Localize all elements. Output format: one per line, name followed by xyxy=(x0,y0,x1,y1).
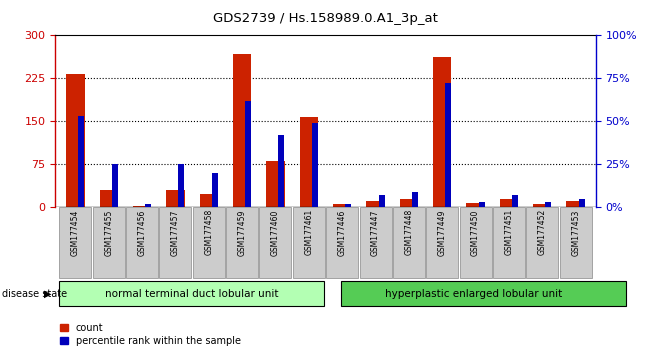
Bar xyxy=(145,204,151,207)
Bar xyxy=(126,207,158,278)
Text: hyperplastic enlarged lobular unit: hyperplastic enlarged lobular unit xyxy=(385,289,562,299)
Text: GSM177457: GSM177457 xyxy=(171,209,180,256)
Bar xyxy=(512,195,518,207)
Bar xyxy=(367,201,385,207)
Bar xyxy=(412,192,418,207)
Text: ▶: ▶ xyxy=(44,289,52,299)
Bar xyxy=(159,207,191,278)
Bar xyxy=(226,207,258,278)
Text: GSM177461: GSM177461 xyxy=(304,209,313,256)
Bar xyxy=(260,207,292,278)
Bar xyxy=(460,207,492,278)
Bar xyxy=(212,173,218,207)
Legend: count, percentile rank within the sample: count, percentile rank within the sample xyxy=(60,323,241,346)
Text: GSM177458: GSM177458 xyxy=(204,209,214,256)
Text: GSM177451: GSM177451 xyxy=(505,209,514,256)
Text: GDS2739 / Hs.158989.0.A1_3p_at: GDS2739 / Hs.158989.0.A1_3p_at xyxy=(213,12,438,25)
Bar xyxy=(359,207,391,278)
Bar xyxy=(466,202,485,207)
Bar xyxy=(546,202,551,207)
Bar xyxy=(426,207,458,278)
Bar xyxy=(433,57,451,207)
Text: GSM177454: GSM177454 xyxy=(71,209,80,256)
Bar xyxy=(133,206,151,207)
Bar xyxy=(92,207,125,278)
Text: GSM177450: GSM177450 xyxy=(471,209,480,256)
Text: disease state: disease state xyxy=(2,289,67,299)
Bar xyxy=(566,201,585,207)
Bar xyxy=(400,199,418,207)
Text: GSM177460: GSM177460 xyxy=(271,209,280,256)
Bar xyxy=(178,164,184,207)
Bar xyxy=(500,199,518,207)
Bar xyxy=(299,117,318,207)
Bar xyxy=(326,207,358,278)
Bar xyxy=(200,194,218,207)
Bar xyxy=(312,123,318,207)
Text: GSM177459: GSM177459 xyxy=(238,209,247,256)
Bar xyxy=(333,204,352,207)
Text: GSM177456: GSM177456 xyxy=(137,209,146,256)
Bar xyxy=(112,164,118,207)
Text: GSM177449: GSM177449 xyxy=(437,209,447,256)
Bar xyxy=(526,207,559,278)
Bar xyxy=(293,207,325,278)
Text: normal terminal duct lobular unit: normal terminal duct lobular unit xyxy=(105,289,279,299)
Bar xyxy=(59,281,324,306)
Bar xyxy=(266,161,284,207)
Bar xyxy=(233,54,251,207)
Bar xyxy=(66,74,85,207)
Bar xyxy=(340,281,626,306)
Bar xyxy=(245,101,251,207)
Bar xyxy=(345,204,351,207)
Bar xyxy=(166,190,185,207)
Bar xyxy=(579,199,585,207)
Bar xyxy=(533,204,551,207)
Bar xyxy=(478,202,484,207)
Text: GSM177455: GSM177455 xyxy=(104,209,113,256)
Bar xyxy=(193,207,225,278)
Bar xyxy=(378,195,385,207)
Text: GSM177446: GSM177446 xyxy=(338,209,347,256)
Bar xyxy=(279,135,284,207)
Text: GSM177447: GSM177447 xyxy=(371,209,380,256)
Bar xyxy=(493,207,525,278)
Text: GSM177453: GSM177453 xyxy=(571,209,580,256)
Text: GSM177448: GSM177448 xyxy=(404,209,413,256)
Bar xyxy=(393,207,425,278)
Bar xyxy=(78,116,85,207)
Bar xyxy=(560,207,592,278)
Bar xyxy=(445,84,451,207)
Bar xyxy=(100,190,118,207)
Bar xyxy=(59,207,91,278)
Text: GSM177452: GSM177452 xyxy=(538,209,547,256)
